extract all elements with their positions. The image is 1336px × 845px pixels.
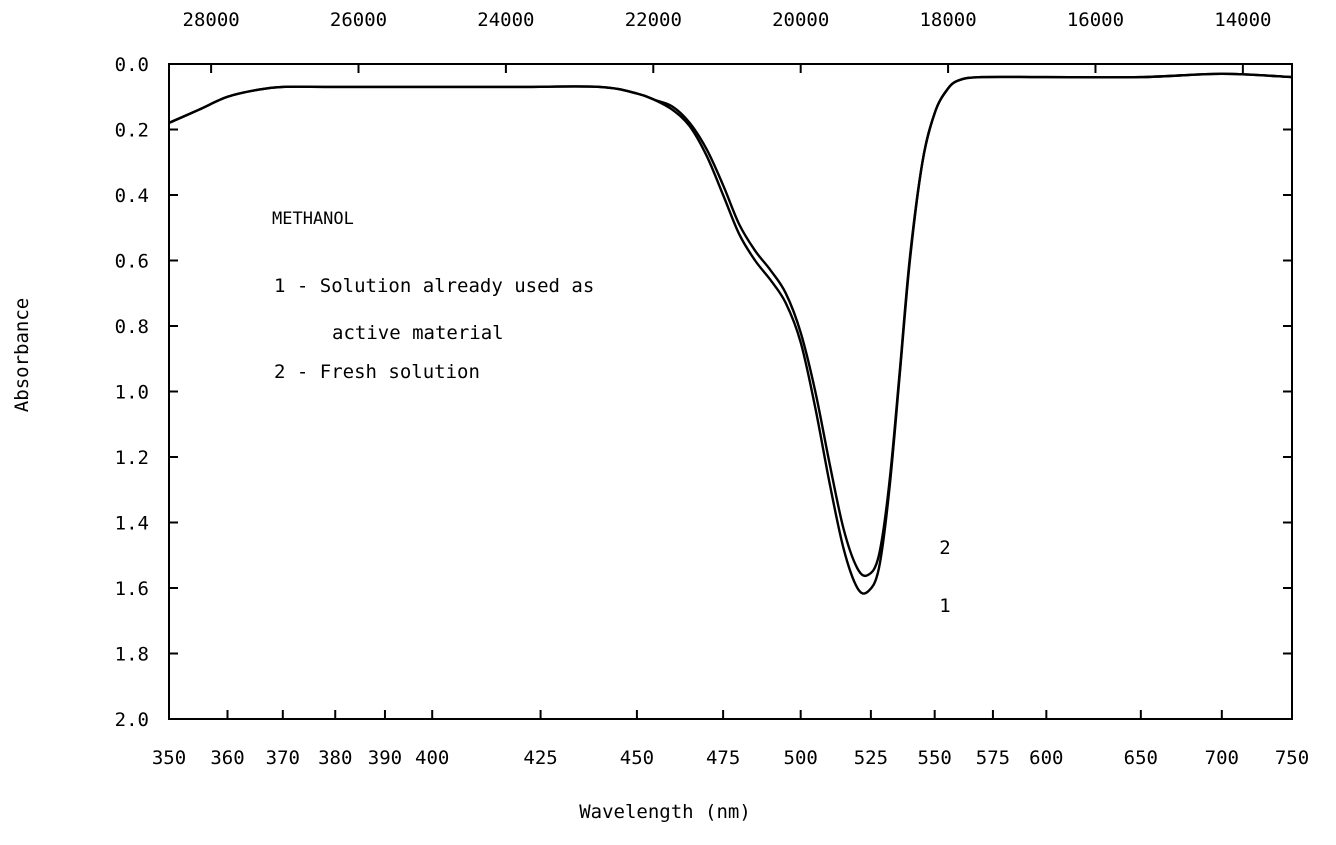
legend-entry-1-line1: 1 - Solution already used as (274, 275, 594, 297)
solvent-label: METHANOL (272, 209, 354, 229)
x-tick-label-top: 18000 (919, 9, 976, 31)
x-tick-label-bottom: 650 (1124, 747, 1158, 769)
x-axis-title: Wavelength (nm) (579, 801, 751, 823)
curve-label-2: 2 (939, 537, 950, 559)
curves-layer (168, 72, 1293, 595)
x-tick-label-bottom: 750 (1275, 747, 1309, 769)
x-tick-label-top: 26000 (330, 9, 387, 31)
x-tick-label-bottom: 390 (368, 747, 402, 769)
x-tick-label-top: 22000 (625, 9, 682, 31)
legend-entry-2: 2 - Fresh solution (274, 361, 480, 383)
x-tick-label-bottom: 575 (976, 747, 1010, 769)
x-tick-label-top: 20000 (772, 9, 829, 31)
x-tick-label-bottom: 380 (318, 747, 352, 769)
series-line-2 (168, 72, 1293, 578)
y-tick-label: 1.6 (115, 578, 149, 600)
x-tick-label-bottom: 700 (1205, 747, 1239, 769)
y-tick-label: 1.0 (115, 382, 149, 404)
y-tick-label: 1.4 (115, 513, 149, 535)
y-tick-label: 1.8 (115, 644, 149, 666)
ticks-layer (168, 63, 1293, 720)
x-tick-label-top: 24000 (477, 9, 534, 31)
x-tick-label-bottom: 500 (784, 747, 818, 769)
tick-labels-layer: 350 360 370 380 390 400 425 450 475 500 525 550 575 6… (115, 9, 1309, 769)
legend-entry-1-line2: active material (332, 322, 504, 344)
curve-label-1: 1 (939, 595, 950, 617)
x-tick-label-top: 16000 (1067, 9, 1124, 31)
y-tick-label: 2.0 (115, 709, 149, 731)
y-tick-label: 0.8 (115, 316, 149, 338)
plot-frame (168, 63, 1293, 720)
y-tick-label: 0.4 (115, 185, 149, 207)
x-tick-label-bottom: 475 (706, 747, 740, 769)
x-tick-label-bottom: 600 (1029, 747, 1063, 769)
y-axis-title: Absorbance (11, 298, 33, 412)
y-tick-label: 0.2 (115, 120, 149, 142)
x-tick-label-bottom: 370 (266, 747, 300, 769)
x-tick-label-top: 28000 (183, 9, 240, 31)
x-tick-label-bottom: 550 (918, 747, 952, 769)
x-tick-label-bottom: 425 (523, 747, 557, 769)
x-tick-label-top: 14000 (1214, 9, 1271, 31)
y-tick-label: 0.6 (115, 251, 149, 273)
x-tick-label-bottom: 350 (152, 747, 186, 769)
x-tick-label-bottom: 360 (210, 747, 244, 769)
y-tick-label: 1.2 (115, 447, 149, 469)
x-tick-label-bottom: 400 (415, 747, 449, 769)
x-tick-label-bottom: 525 (854, 747, 888, 769)
x-tick-label-bottom: 450 (620, 747, 654, 769)
y-tick-label: 0.0 (115, 54, 149, 76)
